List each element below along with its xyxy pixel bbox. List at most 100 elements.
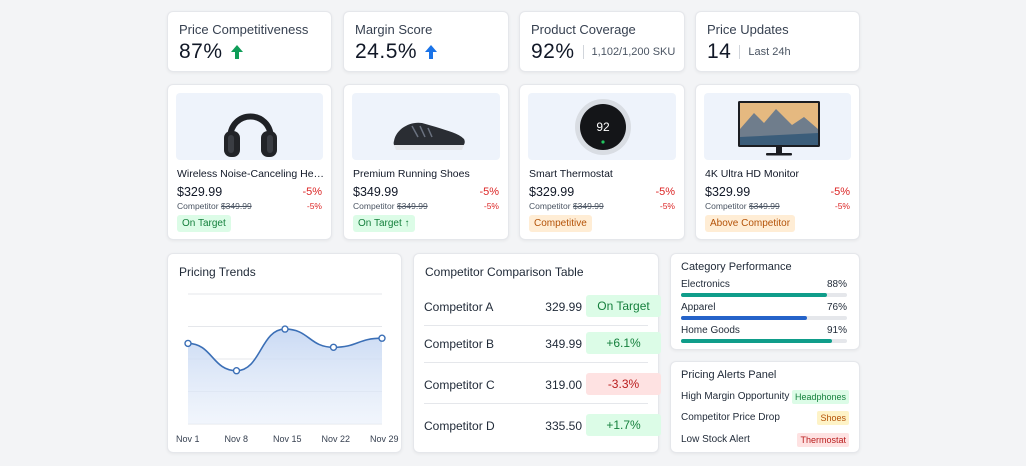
thermostat-reading: 92 xyxy=(596,120,610,134)
comparison-badge: +1.7% xyxy=(586,414,661,436)
price-diff-percent: -5% xyxy=(302,186,322,198)
running-shoe-icon xyxy=(393,122,465,150)
kpi-card-margin-score: Margin Score 24.5% xyxy=(343,11,509,72)
trend-point xyxy=(281,325,289,333)
status-badge: Above Competitor xyxy=(705,215,796,232)
pricing-trends-card: Pricing Trends Nov 1 Nov 8 Nov 15 Nov 22 Nov… xyxy=(167,253,402,453)
competitor-diff-percent: -5% xyxy=(483,201,499,211)
category-label: Apparel xyxy=(681,302,716,313)
card-title: Pricing Trends xyxy=(179,265,256,279)
product-price: $329.99 xyxy=(529,185,575,199)
category-label: Electronics xyxy=(681,279,730,290)
competitor-diff-percent: -5% xyxy=(306,201,322,211)
product-image xyxy=(704,93,851,160)
product-image xyxy=(352,93,500,160)
x-axis-tick-label: Nov 29 xyxy=(370,434,399,444)
competitor-name: Competitor B xyxy=(424,337,495,351)
kpi-title: Margin Score xyxy=(355,22,433,37)
price-diff-percent: -5% xyxy=(830,186,850,198)
pricing-trends-chart xyxy=(184,293,386,425)
kpi-card-price-competitiveness: Price Competitiveness 87% xyxy=(167,11,332,72)
competitor-price-line: Competitor $349.99 xyxy=(177,201,252,211)
alert-tag[interactable]: Shoes xyxy=(817,411,849,425)
competitor-comparison-card: Competitor Comparison Table Competitor A… xyxy=(413,253,661,453)
comparison-badge: -3.3% xyxy=(586,373,661,395)
competitor-price: 335.50 xyxy=(545,419,582,433)
competitor-price-line: Competitor $349.99 xyxy=(705,201,780,211)
competitor-price-line: Competitor $349.99 xyxy=(353,201,428,211)
kpi-value: 24.5% xyxy=(355,40,418,63)
headphones-icon xyxy=(224,113,277,157)
pricing-alerts-card: Pricing Alerts Panel High Margin Opportu… xyxy=(670,361,860,453)
x-axis-tick-label: Nov 8 xyxy=(224,434,249,444)
kpi-title: Price Updates xyxy=(707,22,789,37)
trend-point xyxy=(378,334,386,342)
product-image: 92 xyxy=(528,93,676,160)
product-name: Smart Thermostat xyxy=(529,168,613,180)
product-price: $329.99 xyxy=(177,185,223,199)
kpi-value: 87% xyxy=(179,40,223,63)
category-label: Home Goods xyxy=(681,325,740,336)
table-row[interactable]: Competitor A 329.99 On Target xyxy=(424,286,661,326)
kpi-value: 14 xyxy=(707,40,732,63)
category-progress-bar xyxy=(681,339,847,343)
category-progress-bar xyxy=(681,293,847,297)
competitor-name: Competitor C xyxy=(424,378,495,392)
trend-point xyxy=(184,339,192,348)
kpi-card-price-updates: Price Updates 14 Last 24h xyxy=(695,11,860,72)
arrow-up-icon xyxy=(425,45,438,59)
alert-label: Low Stock Alert xyxy=(681,434,750,445)
trend-point xyxy=(232,366,241,375)
thermostat-icon: 92 xyxy=(575,99,631,155)
competitor-price: 329.99 xyxy=(545,300,582,314)
product-card[interactable]: Premium Running Shoes $349.99 -5% Compet… xyxy=(343,84,509,240)
category-percent: 91% xyxy=(826,325,847,336)
product-card[interactable]: Wireless Noise-Canceling Hea... $329.99 … xyxy=(167,84,332,240)
product-name: Premium Running Shoes xyxy=(353,168,470,180)
category-percent: 88% xyxy=(826,279,847,290)
x-axis-tick-label: Nov 15 xyxy=(273,434,302,444)
competitor-diff-percent: -5% xyxy=(834,201,850,211)
x-axis-tick-label: Nov 22 xyxy=(321,434,351,444)
kpi-title: Product Coverage xyxy=(531,22,636,37)
status-badge: On Target ↑ xyxy=(353,215,415,232)
kpi-title: Price Competitiveness xyxy=(179,22,309,37)
arrow-up-icon xyxy=(230,45,243,59)
comparison-badge: On Target xyxy=(586,295,661,317)
competitor-price: 319.00 xyxy=(545,378,582,392)
competitor-name: Competitor D xyxy=(424,419,495,433)
kpi-subtext: Last 24h xyxy=(739,45,791,59)
product-card[interactable]: 4K Ultra HD Monitor $329.99 -5% Competit… xyxy=(695,84,860,240)
competitor-diff-percent: -5% xyxy=(659,201,675,211)
category-progress-bar xyxy=(681,316,847,320)
monitor-icon xyxy=(738,101,820,156)
card-title: Competitor Comparison Table xyxy=(425,265,584,279)
table-row[interactable]: Competitor C 319.00 -3.3% xyxy=(424,364,661,404)
competitor-price: 349.99 xyxy=(545,337,582,351)
trend-area xyxy=(188,329,382,424)
status-badge: Competitive xyxy=(529,215,592,232)
kpi-subtext: 1,102/1,200 SKU xyxy=(582,45,675,59)
trend-point xyxy=(329,343,338,352)
table-row[interactable]: Competitor B 349.99 +6.1% xyxy=(424,323,661,363)
alert-label: High Margin Opportunity xyxy=(681,391,790,402)
card-title: Pricing Alerts Panel xyxy=(681,369,777,381)
competitor-price-line: Competitor $349.99 xyxy=(529,201,604,211)
card-title: Category Performance xyxy=(681,261,792,273)
comparison-badge: +6.1% xyxy=(586,332,661,354)
kpi-value: 92% xyxy=(531,40,575,63)
category-performance-card: Category Performance Electronics 88% App… xyxy=(670,253,860,350)
alert-tag[interactable]: Headphones xyxy=(791,390,849,404)
x-axis-tick-label: Nov 1 xyxy=(176,434,200,444)
competitor-name: Competitor A xyxy=(424,300,494,314)
product-price: $349.99 xyxy=(353,185,399,199)
table-row[interactable]: Competitor D 335.50 +1.7% xyxy=(424,405,661,445)
product-card[interactable]: 92 Smart Thermostat $329.99 -5% Competit… xyxy=(519,84,685,240)
category-percent: 76% xyxy=(826,302,847,313)
alert-tag[interactable]: Thermostat xyxy=(797,433,849,447)
product-name: Wireless Noise-Canceling Hea... xyxy=(177,168,325,180)
status-badge: On Target xyxy=(177,215,231,232)
product-name: 4K Ultra HD Monitor xyxy=(705,168,799,180)
product-image xyxy=(176,93,323,160)
price-diff-percent: -5% xyxy=(479,186,499,198)
